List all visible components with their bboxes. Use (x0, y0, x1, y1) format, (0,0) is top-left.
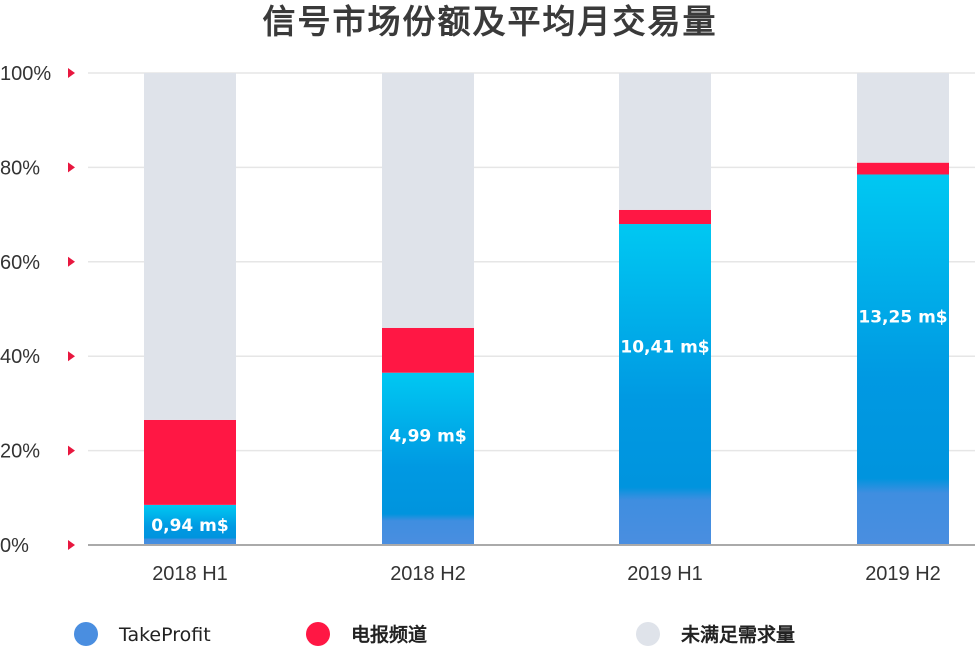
bar-takeprofit (144, 504, 236, 545)
y-tick-label: 80% (0, 157, 40, 179)
y-tick-label: 40% (0, 346, 40, 368)
takeprofit-legend-dot (74, 622, 98, 646)
tick-arrow-icon (68, 540, 75, 550)
chart-title: 信号市场份额及平均月交易量 (263, 2, 718, 41)
bar-data-label: 0,94 m$ (151, 516, 228, 536)
bar-data-label: 13,25 m$ (858, 308, 947, 328)
x-category-label: 2018 H2 (390, 563, 466, 585)
bar-data-label: 4,99 m$ (389, 427, 466, 447)
bar-unmet-demand (144, 73, 236, 420)
y-tick-label: 60% (0, 252, 40, 274)
y-tick-label: 100% (0, 63, 51, 85)
bar-takeprofit (857, 174, 949, 546)
bar-takeprofit (619, 224, 711, 546)
unmet-demand-legend-dot (636, 622, 660, 646)
x-category-label: 2019 H2 (865, 563, 941, 585)
tick-arrow-icon (68, 68, 75, 78)
tick-arrow-icon (68, 351, 75, 362)
bar-unmet-demand (619, 73, 711, 210)
bar-telegram (382, 327, 474, 373)
bar-data-label: 10,41 m$ (620, 337, 709, 357)
x-category-label: 2019 H1 (627, 563, 703, 585)
telegram-legend-dot (306, 622, 330, 646)
tick-arrow-icon (68, 162, 75, 173)
tick-arrow-icon (68, 256, 75, 267)
bar-telegram (619, 209, 711, 225)
bar-takeprofit (382, 372, 474, 545)
x-category-label: 2018 H1 (152, 563, 228, 585)
bar-telegram (144, 419, 236, 505)
y-tick-label: 20% (0, 441, 40, 463)
legend-label: TakeProfit (118, 624, 211, 646)
legend-label: 电报频道 (351, 623, 427, 646)
bar-telegram (857, 162, 949, 175)
tick-arrow-icon (68, 445, 75, 456)
legend-label: 未满足需求量 (680, 623, 795, 646)
bar-unmet-demand (382, 73, 474, 328)
y-tick-label: 0% (0, 535, 29, 557)
bar-unmet-demand (857, 73, 949, 163)
